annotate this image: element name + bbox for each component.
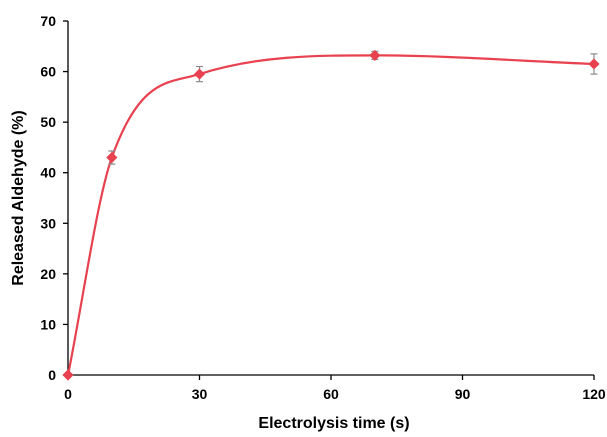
series-line [66, 54, 595, 376]
data-point [193, 68, 206, 80]
y-tick-label: 30 [40, 215, 56, 231]
data-point [62, 369, 74, 381]
y-tick-label: 20 [40, 266, 56, 282]
data-point [588, 58, 600, 70]
data-point [106, 151, 118, 164]
x-tick-label: 60 [323, 386, 339, 402]
y-tick-label: 70 [40, 13, 56, 29]
data-point [369, 49, 381, 61]
y-tick-label: 10 [40, 316, 56, 332]
x-tick-label: 90 [455, 386, 471, 402]
x-tick-label: 0 [64, 386, 72, 402]
y-axis-title: Released Aldehyde (%) [10, 110, 27, 285]
y-tick-label: 40 [40, 165, 56, 181]
x-tick-label: 30 [192, 386, 208, 402]
series-layer [62, 49, 600, 381]
x-tick-label: 120 [582, 386, 606, 402]
y-tick-label: 0 [48, 367, 56, 383]
y-tick-label: 60 [40, 64, 56, 80]
x-axis-title: Electrolysis time (s) [258, 415, 409, 432]
axes: 0 10 20 30 40 50 60 70 0 30 60 90 120 [40, 13, 605, 402]
y-tick-label: 50 [40, 114, 56, 130]
